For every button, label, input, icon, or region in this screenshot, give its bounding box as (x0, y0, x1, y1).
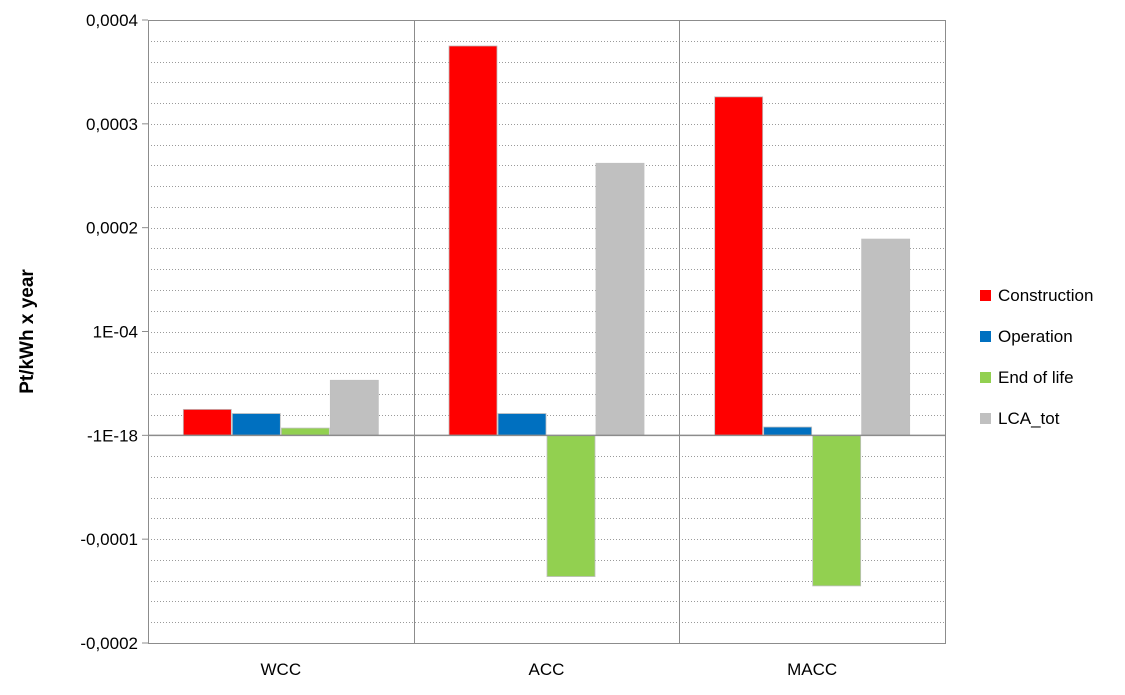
x-category-labels: WCC ACC MACC (261, 660, 838, 679)
x-tick-label: ACC (529, 660, 565, 679)
legend-swatch (980, 331, 991, 342)
bar-end-of-life-wcc (280, 427, 330, 436)
y-tick-label: 0,0003 (86, 115, 138, 134)
legend-label: Operation (998, 327, 1073, 346)
y-tick-label: -0,0002 (80, 634, 138, 653)
bar-end-of-life-acc (546, 434, 596, 577)
legend-label: Construction (998, 286, 1093, 305)
y-tick-label: 0,0004 (86, 11, 138, 30)
bar-construction-wcc (182, 408, 232, 436)
bar-lca-tot-acc (595, 162, 645, 436)
bar-operation-macc (763, 426, 813, 436)
legend-swatch (980, 372, 991, 383)
legend: Construction Operation End of life LCA_tot (980, 286, 1093, 428)
legend-swatch (980, 290, 991, 301)
bar-construction-acc (448, 45, 498, 436)
y-tick-label: 0,0002 (86, 219, 138, 238)
legend-swatch (980, 413, 991, 424)
y-tick-labels: 0,0004 0,0003 0,0002 1E-04 -1E-18 -0,0001 -0,0… (80, 11, 138, 653)
bar-operation-wcc (231, 413, 281, 436)
legend-label: End of life (998, 368, 1074, 387)
y-tick-label: -0,0001 (80, 530, 138, 549)
bar-end-of-life-macc (812, 434, 862, 587)
bar-construction-macc (714, 96, 764, 436)
x-tick-label: MACC (787, 660, 837, 679)
axes (142, 19, 946, 644)
bar-lca-tot-wcc (329, 379, 379, 436)
grid-lines (148, 41, 945, 623)
y-tick-label: -1E-18 (87, 426, 138, 445)
y-tick-label: 1E-04 (93, 323, 138, 342)
plot-border (148, 20, 946, 644)
bar-lca-tot-macc (861, 238, 911, 436)
bars (182, 45, 911, 587)
x-tick-label: WCC (261, 660, 302, 679)
y-axis-label: Pt/kWh x year (17, 269, 38, 394)
bar-operation-acc (497, 413, 547, 436)
legend-label: LCA_tot (998, 409, 1060, 428)
